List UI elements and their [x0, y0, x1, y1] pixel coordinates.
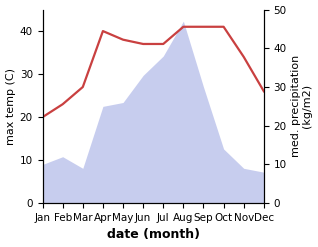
Y-axis label: max temp (C): max temp (C) [5, 68, 16, 145]
Y-axis label: med. precipitation
(kg/m2): med. precipitation (kg/m2) [291, 55, 313, 158]
X-axis label: date (month): date (month) [107, 228, 200, 242]
